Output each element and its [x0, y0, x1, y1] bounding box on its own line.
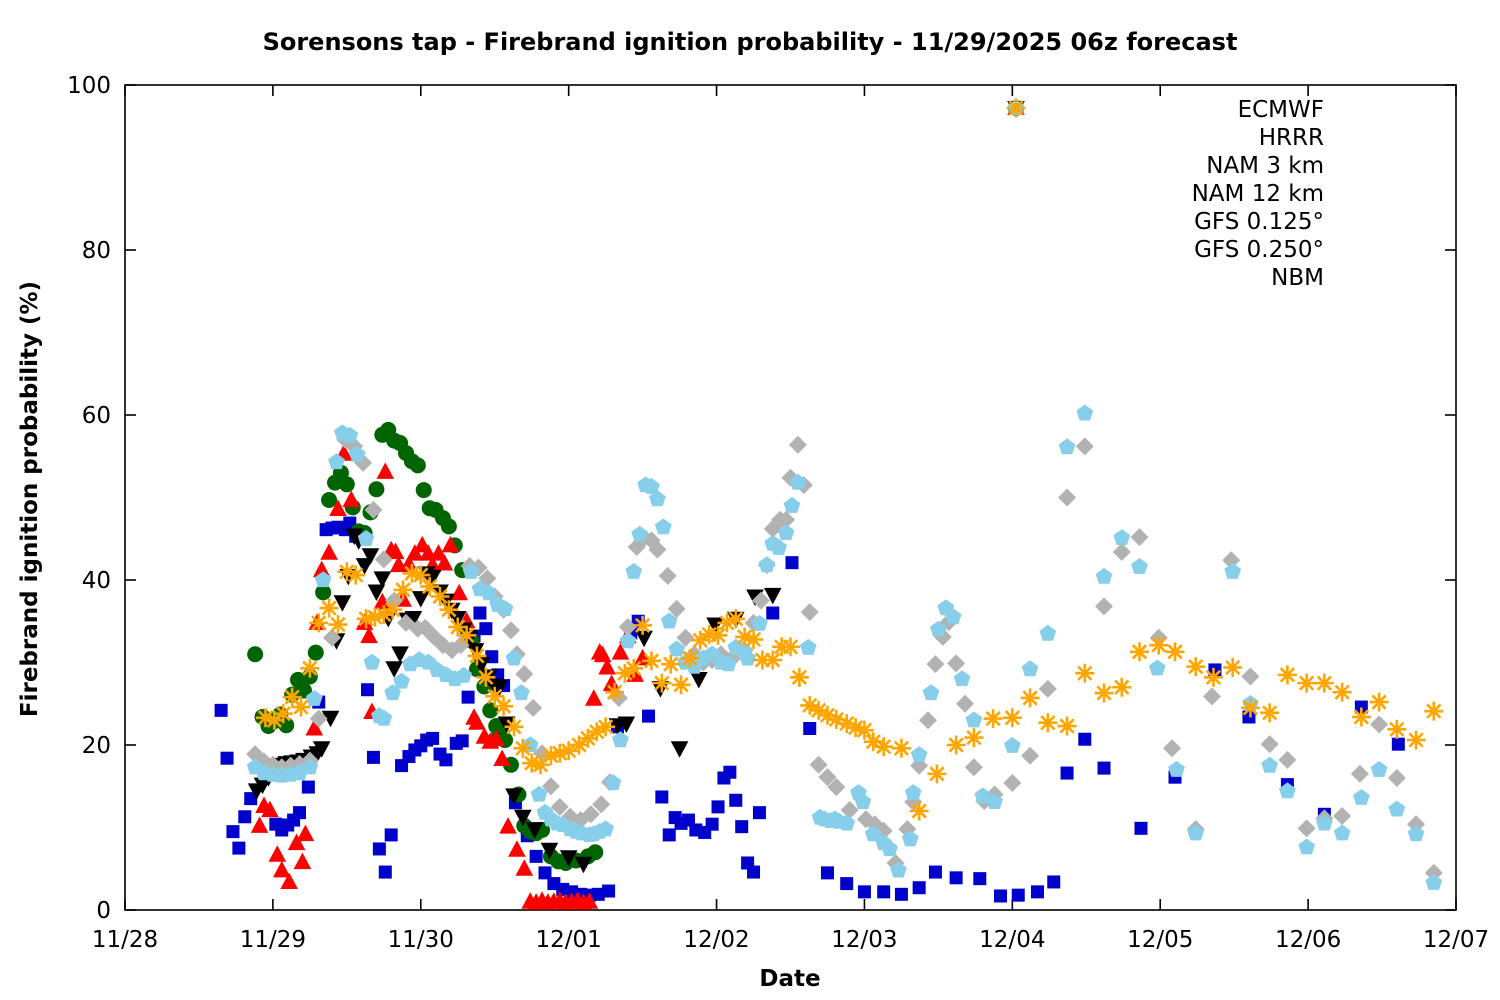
x-tick-label: 11/28 — [92, 927, 158, 953]
series-gfs-0-250-points — [246, 404, 1443, 890]
legend-label: NAM 3 km — [1206, 153, 1324, 179]
legend-marker-triangle-down-icon — [1007, 101, 1410, 206]
y-tick-label: 40 — [82, 568, 111, 594]
legend-marker-star-icon — [1006, 98, 1410, 290]
legend-item-gfs-0-250: GFS 0.250° — [980, 99, 1410, 264]
plot-border — [124, 84, 1457, 911]
series-ecmwf-points — [214, 516, 1405, 903]
legend-marker-triangle-up-icon — [1007, 98, 1410, 178]
x-tick-label: 12/01 — [536, 927, 602, 953]
y-tick-label: 0 — [96, 898, 111, 924]
y-axis-title: Firebrand ignition probability (%) — [17, 280, 43, 718]
chart-title: Sorensons tap - Firebrand ignition proba… — [262, 28, 1238, 56]
x-tick-label: 12/05 — [1127, 927, 1193, 953]
legend-marker-diamond-icon — [1007, 99, 1410, 234]
series-nbm-points — [255, 562, 1444, 821]
x-axis-title: Date — [759, 966, 821, 992]
series-hrrr-points — [247, 421, 604, 871]
x-tick-label: 12/03 — [831, 927, 897, 953]
legend-marker-pentagon-icon — [1007, 99, 1410, 262]
x-tick-label: 12/06 — [1275, 927, 1341, 953]
legend-marker-square-icon — [1009, 98, 1410, 122]
y-tick-label: 100 — [67, 73, 111, 99]
legend-item-hrrr: HRRR — [980, 100, 1410, 152]
legend-marker-circle-icon — [1008, 100, 1410, 150]
legend-item-gfs-0-125: GFS 0.125° — [980, 99, 1410, 236]
legend-label: GFS 0.125° — [1194, 209, 1324, 235]
x-tick-label: 11/29 — [240, 927, 306, 953]
x-tick-label: 11/30 — [388, 927, 454, 953]
x-tick-label: 12/02 — [683, 927, 749, 953]
legend-item-nbm: NBM — [980, 98, 1410, 292]
y-tick-label: 80 — [82, 238, 111, 264]
y-tick-label: 20 — [82, 733, 111, 759]
legend-label: GFS 0.250° — [1194, 237, 1324, 263]
x-tick-label: 12/04 — [979, 927, 1045, 953]
legend-label: ECMWF — [1237, 97, 1324, 123]
legend-label: HRRR — [1258, 125, 1324, 151]
legend-label: NBM — [1271, 265, 1324, 291]
legend-item-nam-12-km: NAM 12 km — [980, 101, 1410, 208]
legend-item-nam-3-km: NAM 3 km — [980, 98, 1410, 180]
legend-label: NAM 12 km — [1191, 181, 1324, 207]
legend: ECMWF HRRR NAM 3 km NAM 12 km GFS 0.125° GFS … — [980, 96, 1410, 292]
x-tick-label: 12/07 — [1423, 927, 1489, 953]
y-tick-label: 60 — [82, 403, 111, 429]
